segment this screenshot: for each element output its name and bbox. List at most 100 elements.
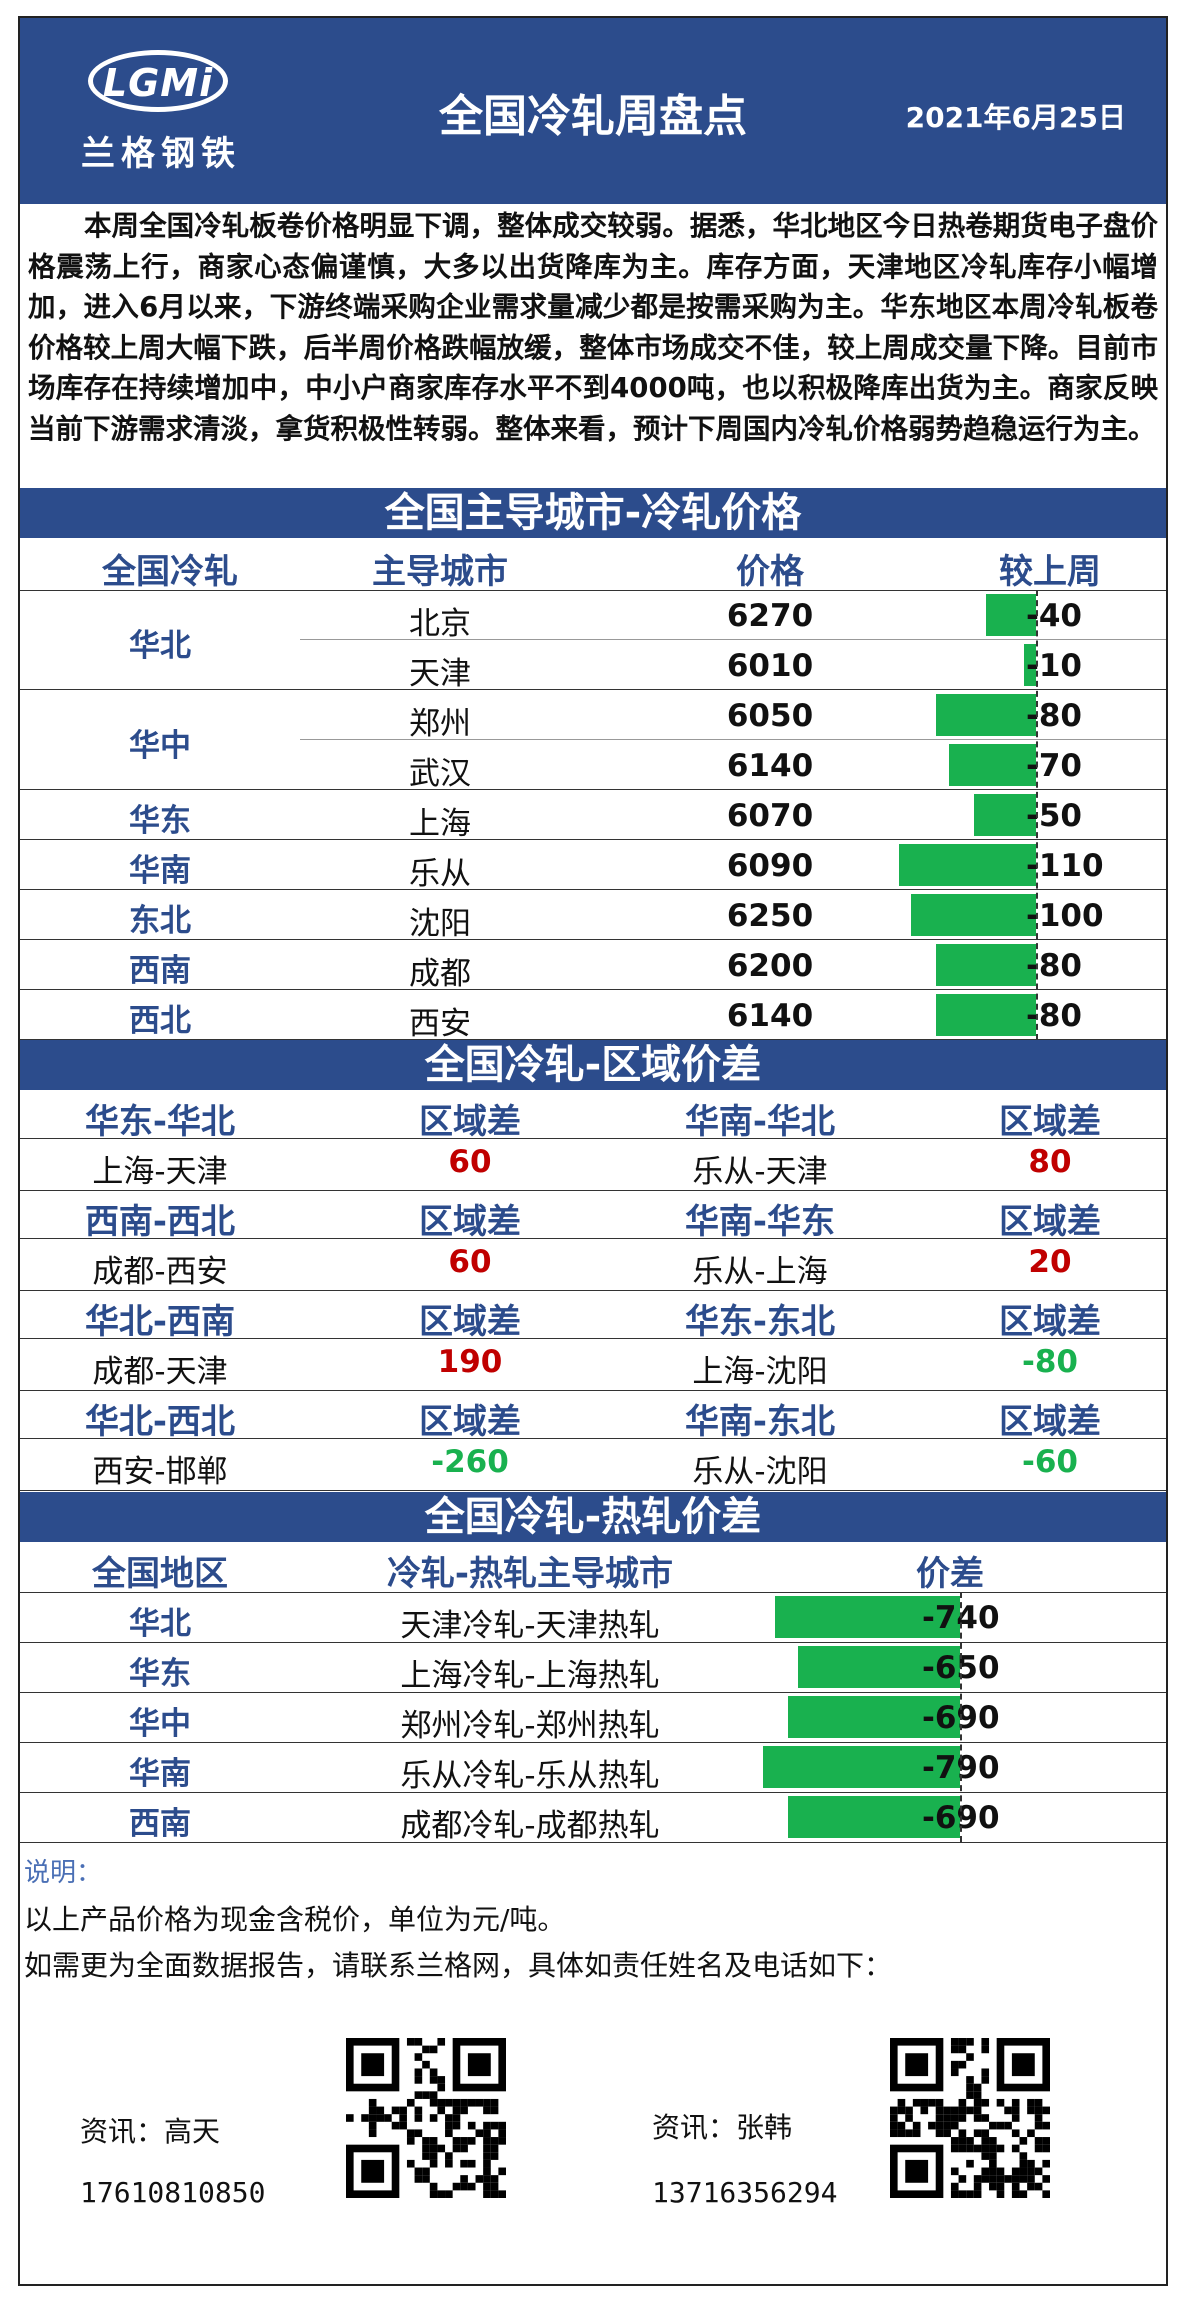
col-city: 主导城市 bbox=[372, 552, 508, 592]
change-label: -70 bbox=[1026, 748, 1083, 784]
row-divider bbox=[20, 839, 1166, 840]
region-pair-header: 华北-西北 区域差 华南-东北 区域差 bbox=[20, 1390, 1166, 1442]
change-bar bbox=[898, 844, 1036, 886]
region-label: 华南 bbox=[129, 853, 191, 889]
coldhot-row: 华南 乐从冷轧-乐从热轧 bbox=[20, 1742, 1166, 1794]
pair-diff-left: -260 bbox=[431, 1444, 509, 1480]
logo-text: LGMi bbox=[102, 61, 214, 105]
change-label: -50 bbox=[1026, 798, 1083, 834]
row-divider bbox=[300, 739, 1166, 740]
pair-label: 郑州冷轧-郑州热轧 bbox=[400, 1708, 660, 1744]
diff-bar bbox=[797, 1646, 960, 1688]
city-price: 6140 bbox=[726, 748, 814, 784]
pair-diff-right: -60 bbox=[1021, 1444, 1078, 1480]
pair-diff-left: 60 bbox=[448, 1244, 492, 1280]
diff-heading-left: 区域差 bbox=[419, 1302, 521, 1342]
diff-bar bbox=[762, 1746, 960, 1788]
pair-cities-right: 乐从-上海 bbox=[692, 1254, 828, 1290]
report-title: 全国冷轧周盘点 bbox=[439, 91, 747, 142]
pair-heading-left: 华东-华北 bbox=[84, 1102, 236, 1142]
pair-heading-right: 华南-华东 bbox=[684, 1202, 836, 1242]
region-pair-values: 上海-天津 60 乐从-天津 80 bbox=[20, 1138, 1166, 1191]
contact-phone-1: 17610810850 bbox=[80, 2176, 266, 2209]
pair-diff-left: 60 bbox=[448, 1144, 492, 1180]
pair-heading-right: 华南-东北 bbox=[684, 1402, 836, 1442]
area-label: 华北 bbox=[129, 1606, 191, 1642]
region-label: 华东 bbox=[129, 803, 191, 839]
pair-diff-right: 20 bbox=[1028, 1244, 1072, 1280]
change-label: -110 bbox=[1026, 848, 1104, 884]
region-pair-header: 华东-华北 区域差 华南-华北 区域差 bbox=[20, 1090, 1166, 1142]
col-area: 全国地区 bbox=[92, 1554, 228, 1594]
col-region: 全国冷轧 bbox=[102, 552, 238, 592]
city-price: 6200 bbox=[726, 948, 814, 984]
city-name: 西安 bbox=[409, 1006, 471, 1042]
contact-phone-2: 13716356294 bbox=[652, 2176, 838, 2209]
row-divider bbox=[20, 789, 1166, 790]
change-label: -80 bbox=[1026, 948, 1083, 984]
pair-label: 天津冷轧-天津热轧 bbox=[400, 1608, 660, 1644]
diff-heading-right: 区域差 bbox=[999, 1102, 1101, 1142]
notes-line-2: 如需更为全面数据报告，请联系兰格网，具体如责任姓名及电话如下： bbox=[24, 1949, 893, 1982]
pair-diff-right: 80 bbox=[1028, 1144, 1072, 1180]
section-title-cold-hot: 全国冷轧-热轧价差 bbox=[20, 1492, 1166, 1542]
pair-cities-left: 成都-西安 bbox=[92, 1254, 228, 1290]
col-change: 较上周 bbox=[999, 552, 1101, 592]
zero-axis bbox=[960, 1592, 962, 1842]
region-pair-values: 成都-西安 60 乐从-上海 20 bbox=[20, 1238, 1166, 1291]
zero-axis bbox=[1036, 590, 1038, 1040]
change-bar bbox=[973, 794, 1036, 836]
city-price: 6140 bbox=[726, 998, 814, 1034]
pair-heading-left: 华北-西南 bbox=[84, 1302, 236, 1342]
price-row: 沈阳 6250 bbox=[20, 890, 1166, 942]
change-bar bbox=[948, 744, 1036, 786]
change-bar bbox=[986, 594, 1036, 636]
area-label: 华东 bbox=[129, 1656, 191, 1692]
section-title-regional: 全国冷轧-区域价差 bbox=[20, 1040, 1166, 1090]
price-row: 成都 6200 bbox=[20, 940, 1166, 992]
change-bar bbox=[936, 694, 1036, 736]
row-divider bbox=[300, 639, 1166, 640]
section-title-prices: 全国主导城市-冷轧价格 bbox=[20, 488, 1166, 538]
city-name: 成都 bbox=[409, 956, 471, 992]
city-name: 武汉 bbox=[409, 756, 471, 792]
row-divider bbox=[20, 1039, 1166, 1040]
region-label: 华中 bbox=[129, 728, 191, 764]
logo-mark: LGMi bbox=[88, 50, 228, 112]
diff-heading-right: 区域差 bbox=[999, 1402, 1101, 1442]
contact-name-2: 资讯：张韩 bbox=[652, 2111, 793, 2144]
region-pair-values: 西安-邯郸 -260 乐从-沈阳 -60 bbox=[20, 1438, 1166, 1491]
region-pair-header: 西南-西北 区域差 华南-华东 区域差 bbox=[20, 1190, 1166, 1242]
city-price: 6090 bbox=[726, 848, 814, 884]
row-divider bbox=[20, 689, 1166, 690]
pair-label: 上海冷轧-上海热轧 bbox=[400, 1658, 660, 1694]
price-row: 北京 6270 bbox=[20, 590, 1166, 642]
price-row: 郑州 6050 bbox=[20, 690, 1166, 742]
city-price: 6270 bbox=[726, 598, 814, 634]
change-label: -80 bbox=[1026, 698, 1083, 734]
coldhot-header: 全国地区 冷轧-热轧主导城市 价差 bbox=[20, 1542, 1166, 1594]
change-bar bbox=[1023, 644, 1036, 686]
contact-name-1: 资讯：高天 bbox=[80, 2115, 221, 2148]
coldhot-row: 西南 成都冷轧-成都热轧 bbox=[20, 1792, 1166, 1844]
city-price: 6070 bbox=[726, 798, 814, 834]
diff-bar bbox=[775, 1596, 960, 1638]
pair-cities-right: 乐从-天津 bbox=[692, 1154, 828, 1190]
price-table-header: 全国冷轧 主导城市 价格 较上周 bbox=[20, 538, 1166, 592]
city-name: 沈阳 bbox=[409, 906, 471, 942]
pair-heading-right: 华东-东北 bbox=[684, 1302, 836, 1342]
report-header: LGMi 兰格钢铁 全国冷轧周盘点 2021年6月25日 bbox=[20, 18, 1166, 204]
pair-heading-right: 华南-华北 bbox=[684, 1102, 836, 1142]
price-row: 上海 6070 bbox=[20, 790, 1166, 842]
pair-cities-right: 上海-沈阳 bbox=[692, 1354, 828, 1390]
report-date: 2021年6月25日 bbox=[905, 101, 1126, 134]
price-row: 西安 6140 bbox=[20, 990, 1166, 1042]
region-label: 东北 bbox=[129, 903, 191, 939]
region-label: 西北 bbox=[129, 1003, 191, 1039]
diff-heading-left: 区域差 bbox=[419, 1102, 521, 1142]
pair-diff-right: -80 bbox=[1021, 1344, 1078, 1380]
pair-cities-left: 上海-天津 bbox=[92, 1154, 228, 1190]
logo-cn: 兰格钢铁 bbox=[81, 134, 241, 174]
pair-label: 乐从冷轧-乐从热轧 bbox=[400, 1758, 660, 1794]
region-pair-header: 华北-西南 区域差 华东-东北 区域差 bbox=[20, 1290, 1166, 1342]
